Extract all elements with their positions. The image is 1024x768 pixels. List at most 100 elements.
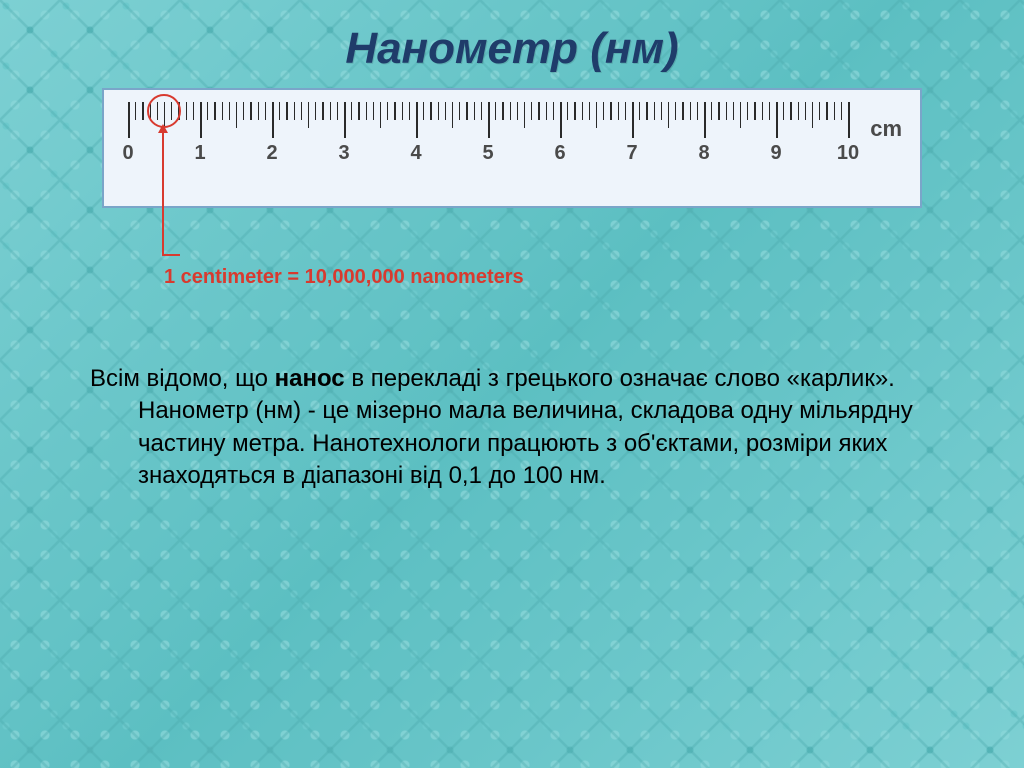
- tick-minor: [358, 102, 359, 120]
- tick-minor: [610, 102, 611, 120]
- tick-minor: [783, 102, 784, 120]
- ruler-unit-label: cm: [870, 116, 902, 142]
- tick-minor: [207, 102, 208, 120]
- tick-minor: [373, 102, 374, 120]
- tick-minor: [841, 102, 842, 120]
- tick-minor: [589, 102, 590, 120]
- tick-minor: [214, 102, 215, 120]
- tick-minor: [438, 102, 439, 120]
- ruler-number: 4: [410, 142, 421, 165]
- tick-minor: [596, 102, 597, 128]
- ruler-box: 012345678910 cm: [102, 88, 922, 208]
- tick-major: [776, 102, 778, 138]
- tick-minor: [193, 102, 194, 120]
- tick-major: [416, 102, 418, 138]
- ruler-number: 2: [266, 142, 277, 165]
- tick-minor: [697, 102, 698, 120]
- ruler-number: 5: [482, 142, 493, 165]
- tick-major: [272, 102, 274, 138]
- ruler-number: 10: [837, 142, 859, 165]
- ruler-number: 7: [626, 142, 637, 165]
- tick-minor: [481, 102, 482, 120]
- tick-minor: [574, 102, 575, 120]
- tick-major: [704, 102, 706, 138]
- body-text: Всім відомо, що нанос в перекладі з грец…: [36, 363, 988, 501]
- ruler-caption: 1 centimeter = 10,000,000 nanometers: [164, 266, 524, 289]
- tick-minor: [366, 102, 367, 120]
- tick-minor: [279, 102, 280, 120]
- tick-minor: [546, 102, 547, 120]
- tick-minor: [798, 102, 799, 120]
- tick-minor: [402, 102, 403, 120]
- tick-minor: [790, 102, 791, 120]
- ruler-number: 8: [698, 142, 709, 165]
- tick-minor: [380, 102, 381, 128]
- tick-minor: [531, 102, 532, 120]
- tick-minor: [459, 102, 460, 120]
- tick-minor: [553, 102, 554, 120]
- tick-minor: [754, 102, 755, 120]
- tick-minor: [322, 102, 323, 120]
- tick-minor: [445, 102, 446, 120]
- ruler-number: 6: [554, 142, 565, 165]
- tick-minor: [186, 102, 187, 120]
- tick-minor: [603, 102, 604, 120]
- tick-minor: [618, 102, 619, 120]
- tick-minor: [524, 102, 525, 128]
- tick-minor: [337, 102, 338, 120]
- tick-minor: [834, 102, 835, 120]
- tick-minor: [639, 102, 640, 120]
- tick-major: [560, 102, 562, 138]
- tick-minor: [733, 102, 734, 120]
- tick-minor: [582, 102, 583, 120]
- ruler-number: 1: [194, 142, 205, 165]
- tick-minor: [668, 102, 669, 128]
- tick-minor: [661, 102, 662, 120]
- arrow-pointer: [162, 126, 164, 256]
- tick-minor: [250, 102, 251, 120]
- tick-minor: [430, 102, 431, 120]
- tick-minor: [718, 102, 719, 120]
- tick-minor: [150, 102, 151, 120]
- tick-minor: [142, 102, 143, 120]
- tick-minor: [178, 102, 179, 120]
- tick-minor: [135, 102, 136, 120]
- tick-minor: [805, 102, 806, 120]
- tick-minor: [538, 102, 539, 120]
- tick-major: [848, 102, 850, 138]
- arrow-horizontal: [162, 254, 180, 256]
- slide-container: Нанометр (нм) 012345678910 cm 1 centimet…: [0, 0, 1024, 768]
- tick-minor: [625, 102, 626, 120]
- tick-minor: [690, 102, 691, 120]
- tick-minor: [294, 102, 295, 120]
- tick-major: [632, 102, 634, 138]
- ruler-ticks: 012345678910: [128, 102, 896, 156]
- tick-minor: [243, 102, 244, 120]
- tick-minor: [682, 102, 683, 120]
- tick-minor: [301, 102, 302, 120]
- tick-minor: [423, 102, 424, 120]
- tick-minor: [452, 102, 453, 128]
- tick-minor: [502, 102, 503, 120]
- tick-minor: [387, 102, 388, 120]
- tick-minor: [740, 102, 741, 128]
- tick-minor: [409, 102, 410, 120]
- tick-major: [128, 102, 130, 138]
- tick-minor: [315, 102, 316, 120]
- tick-minor: [330, 102, 331, 120]
- body-paragraph: Всім відомо, що нанос в перекладі з грец…: [90, 363, 934, 493]
- tick-minor: [474, 102, 475, 120]
- tick-major: [344, 102, 346, 138]
- tick-minor: [351, 102, 352, 120]
- tick-minor: [726, 102, 727, 120]
- tick-minor: [711, 102, 712, 120]
- tick-major: [488, 102, 490, 138]
- ruler-number: 0: [122, 142, 133, 165]
- tick-minor: [157, 102, 158, 120]
- tick-minor: [762, 102, 763, 120]
- tick-minor: [826, 102, 827, 120]
- emphasis-word: нанос: [275, 365, 345, 392]
- ruler-figure: 012345678910 cm 1 centimeter = 10,000,00…: [102, 88, 922, 289]
- ruler-number: 9: [770, 142, 781, 165]
- tick-minor: [236, 102, 237, 128]
